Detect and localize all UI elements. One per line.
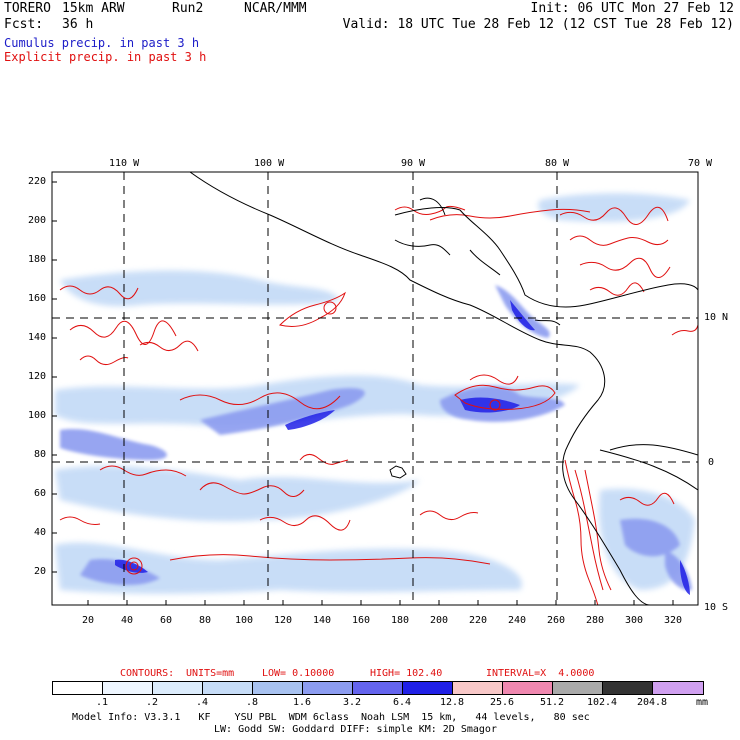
resolution-label: 15km ARW [62, 1, 125, 16]
y-tick-label: 120 [28, 371, 47, 382]
lon-label: 70 W [688, 158, 713, 169]
colorbar-swatch [103, 682, 153, 694]
valid-time: Valid: 18 UTC Tue 28 Feb 12 (12 CST Tue … [342, 17, 734, 32]
colorbar-unit: mm [696, 697, 709, 708]
x-tick-label: 260 [547, 615, 566, 626]
colorbar [52, 681, 704, 695]
x-tick-label: 240 [508, 615, 527, 626]
x-tick-label: 140 [313, 615, 332, 626]
latlon-grid [52, 172, 698, 605]
colorbar-tick-label: 204.8 [636, 697, 668, 708]
colorbar-swatch [203, 682, 253, 694]
colorbar-swatch [653, 682, 703, 694]
colorbar-tick-label: 51.2 [539, 697, 565, 708]
colorbar-swatch [503, 682, 553, 694]
x-tick-label: 220 [469, 615, 488, 626]
colorbar-swatch [303, 682, 353, 694]
y-tick-label: 160 [28, 293, 47, 304]
physics-info: LW: Godd SW: Goddard DIFF: simple KM: 2D… [214, 724, 497, 735]
colorbar-swatch [553, 682, 603, 694]
y-tick-label: 40 [34, 527, 47, 538]
y-tick-label: 80 [34, 449, 47, 460]
x-tick-label: 160 [352, 615, 371, 626]
x-tick-label: 20 [82, 615, 95, 626]
forecast-label: Fcst: [4, 17, 44, 32]
lat-label: 10 S [704, 602, 729, 613]
contours-interval: INTERVAL=X 4.0000 [486, 668, 595, 679]
x-tick-label: 280 [586, 615, 605, 626]
explicit-field-title: Explicit precip. in past 3 h [4, 50, 207, 64]
cumulus-field-title: Cumulus precip. in past 3 h [4, 36, 200, 50]
map-frame [51, 171, 699, 606]
colorbar-tick-label: 12.8 [439, 697, 465, 708]
center-label: NCAR/MMM [244, 1, 307, 16]
x-tick-label: 300 [625, 615, 644, 626]
colorbar-tick-label: 102.4 [586, 697, 618, 708]
lat-label: 0 [708, 457, 715, 468]
colorbar-swatch [353, 682, 403, 694]
lon-label: 90 W [401, 158, 426, 169]
colorbar-tick-label: 25.6 [489, 697, 515, 708]
colorbar-tick-label: 6.4 [392, 697, 412, 708]
contours-high: HIGH= 102.40 [370, 668, 443, 679]
y-tick-label: 180 [28, 254, 47, 265]
y-tick-label: 220 [28, 176, 47, 187]
contours-units: UNITS=mm [186, 668, 235, 679]
x-tick-label: 80 [199, 615, 212, 626]
colorbar-tick-label: .1 [95, 697, 109, 708]
y-tick-label: 100 [28, 410, 47, 421]
x-tick-label: 60 [160, 615, 173, 626]
light-precip-shading [55, 193, 695, 594]
model-info: Model Info: V3.3.1 KF YSU PBL WDM 6class… [72, 712, 590, 723]
x-tick-label: 120 [274, 615, 293, 626]
colorbar-tick-label: .8 [245, 697, 259, 708]
forecast-hour: 36 h [62, 17, 94, 32]
colorbar-swatch [403, 682, 453, 694]
lon-label: 80 W [545, 158, 570, 169]
contours-low: LOW= 0.10000 [262, 668, 335, 679]
colorbar-swatch [253, 682, 303, 694]
lon-label: 100 W [254, 158, 285, 169]
y-tick-label: 200 [28, 215, 47, 226]
x-tick-label: 100 [235, 615, 254, 626]
model-name: TORERO [4, 1, 51, 16]
y-tick-label: 60 [34, 488, 47, 499]
colorbar-swatch [53, 682, 103, 694]
contours-prefix: CONTOURS: [120, 668, 175, 679]
x-tick-label: 180 [391, 615, 410, 626]
y-tick-label: 20 [34, 566, 47, 577]
colorbar-swatch [153, 682, 203, 694]
colorbar-tick-label: 1.6 [292, 697, 312, 708]
x-tick-label: 320 [664, 615, 683, 626]
x-tick-label: 40 [121, 615, 134, 626]
axis-ticks [52, 181, 674, 605]
x-tick-label: 200 [430, 615, 449, 626]
colorbar-swatch [603, 682, 653, 694]
run-label: Run2 [172, 1, 204, 16]
colorbar-tick-label: .2 [145, 697, 159, 708]
y-tick-label: 140 [28, 332, 47, 343]
lon-label: 110 W [109, 158, 140, 169]
colorbar-swatch [453, 682, 503, 694]
medium-precip-shading [60, 285, 692, 591]
init-time: Init: 06 UTC Mon 27 Feb 12 [530, 1, 735, 16]
explicit-precip-contours [59, 205, 698, 605]
lat-label: 10 N [704, 312, 729, 323]
colorbar-tick-label: .4 [195, 697, 209, 708]
coastlines [189, 172, 698, 605]
colorbar-tick-label: 3.2 [342, 697, 362, 708]
